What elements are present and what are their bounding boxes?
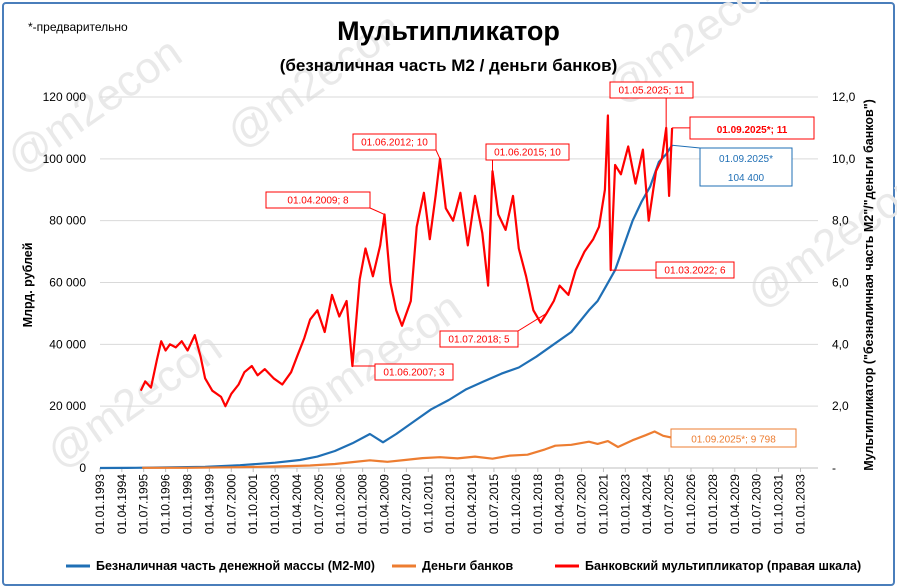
annotation-label: 01.03.2022; 6 [664,266,726,277]
annotation-label: 01.04.2009; 8 [287,196,349,207]
y2-axis-label: Мультипликатор ("безналичная часть М2"/"… [862,99,876,471]
series-line-1 [99,144,674,470]
annotation-label: 01.06.2015; 10 [494,148,561,159]
annotations: 01.04.2009; 8 01.06.2012; 10 01.06.2015; 1… [265,81,815,448]
y-axis-label: Млрд. рублей [21,243,35,328]
annotation-box [439,330,519,348]
annotation-label: 01.07.2018; 5 [448,335,510,346]
annotation-leader [435,149,441,160]
annotation-box [689,116,815,140]
x-tick-label: 01.04.1994 [115,474,129,534]
y-tick-label: 100 000 [43,152,87,166]
x-tick-label: 01.10.2001 [246,474,260,534]
x-tick-label: 01.04.2019 [553,474,567,534]
x-tick-label: 01.07.2010 [399,474,413,534]
x-tick-label: 01.10.2026 [684,474,698,534]
y2-tick-label: 2,0 [832,399,849,413]
x-tick-label: 01.10.2031 [772,474,786,534]
x-tick-label: 01.07.2030 [750,474,764,534]
gridlines [100,96,818,407]
annotation-label: 01.09.2025*; 11 [717,125,788,136]
x-tick-label: 01.07.1995 [137,474,151,534]
annotation-label: 104 400 [728,173,765,184]
watermark-text: @m2econ [278,283,471,439]
chart-title: Мультипликатор [337,16,560,46]
x-tick-label: 01.01.2028 [706,474,720,534]
x-tick-label: 01.01.1998 [181,474,195,534]
annotation-leader [517,312,547,332]
x-tick-label: 01.10.2021 [596,474,610,534]
annotation-box [374,363,454,381]
series-line-3 [139,114,674,408]
x-tick-label: 01.10.2011 [421,474,435,533]
x-tick-label: 01.04.2024 [640,474,654,534]
y-tick-label: 60 000 [49,276,86,290]
y-tick-label: 120 000 [43,90,87,104]
x-tick-label: 01.07.2015 [487,474,501,534]
x-tick-label: 01.01.2018 [531,474,545,534]
legend-label-1: Безналичная часть денежной массы (М2-М0) [96,559,375,573]
x-tick-label: 01.01.2033 [793,474,807,534]
annotation-box [609,81,694,99]
legend-label-3: Банковский мультипликатор (правая шкала) [585,559,861,573]
x-tick-label: 01.07.2000 [224,474,238,534]
x-tick-label: 01.04.2004 [290,474,304,534]
x-tick-label: 01.10.1996 [159,474,173,534]
x-tick-label: 01.07.2025 [662,474,676,534]
annotation-box [485,143,570,161]
watermark-text: @m2econ [0,28,191,184]
annotation-box [655,261,735,279]
x-tick-label: 01.07.2020 [575,474,589,534]
x-tick-label: 01.01.2003 [268,474,282,534]
y-tick-label: 20 000 [49,399,86,413]
y2-tick-label: 12,0 [832,90,856,104]
axes: 0 20 000 40 000 60 000 80 000 100 000 120 000 -… [43,90,856,534]
x-tick-label: 01.04.2029 [728,474,742,534]
chart-subtitle: (безналичная часть М2 / деньги банков) [279,56,618,75]
x-tick-label: 01.01.2008 [356,474,370,534]
annotation-label: 01.09.2025*; 9 798 [691,434,776,445]
y2-tick-label: 4,0 [832,337,849,351]
y2-tick-label: 8,0 [832,214,849,228]
annotation-label: 01.09.2025* [719,154,773,165]
annotation-box [699,147,793,187]
preliminary-note: *-предварительно [28,20,128,34]
x-tick-label: 01.10.2006 [334,474,348,534]
annotation-box [265,191,371,209]
x-tick-label: 01.07.2005 [312,474,326,534]
y-tick-label: 40 000 [49,337,86,351]
annotation-label: 01.06.2012; 10 [361,138,428,149]
x-tick-label: 01.04.2014 [465,474,479,534]
legend: Безналичная часть денежной массы (М2-М0)… [66,559,861,573]
y2-tick-label: - [832,461,836,475]
series-line-2 [142,430,673,469]
x-tick-label: 01.01.2013 [443,474,457,534]
series-lines [99,114,674,470]
legend-label-2: Деньги банков [422,559,514,573]
annotation-box [352,133,437,151]
annotation-leader [369,207,385,215]
x-tick-label: 01.01.1993 [93,474,107,534]
y2-tick-label: 10,0 [832,152,856,166]
annotation-label: 01.06.2007; 3 [383,368,445,379]
annotation-label: 01.05.2025; 11 [619,86,685,97]
x-tick-label: 01.10.2016 [509,474,523,534]
x-tick-label: 01.04.1999 [202,474,216,534]
annotation-box [670,428,797,448]
y-tick-label: 0 [79,461,86,475]
y-tick-label: 80 000 [49,214,86,228]
annotation-leader [672,144,701,149]
x-tick-label: 01.01.2023 [618,474,632,534]
x-tick-label: 01.04.2009 [378,474,392,534]
y2-tick-label: 6,0 [832,276,849,290]
